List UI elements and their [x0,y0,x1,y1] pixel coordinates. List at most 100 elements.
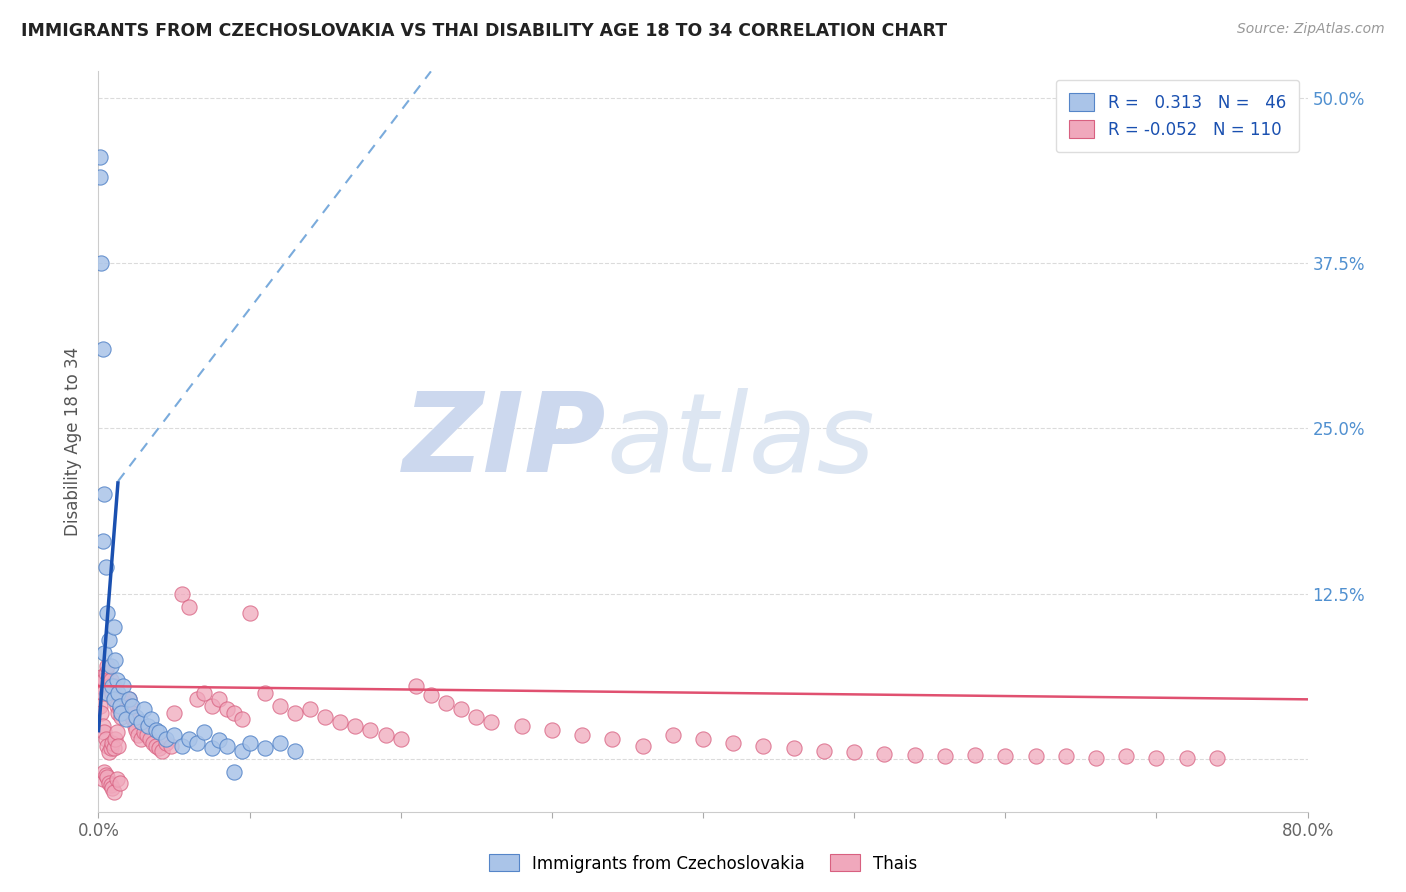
Point [101,686,124,700]
Point [103,679,125,693]
Point [231,712,253,726]
Point [450,701,472,715]
Point [1175,750,1198,764]
Point [269,698,291,713]
Point [179,599,201,614]
Point [91,342,114,356]
Point [93,673,115,687]
Point [994,749,1017,764]
Point [105,698,128,713]
Point [125,723,148,737]
Point [107,686,129,700]
Point [124,719,146,733]
Y-axis label: Disability Age 18 to 34: Disability Age 18 to 34 [65,347,83,536]
Point [103,785,125,799]
Point [94,560,117,574]
Point [434,696,457,710]
Point [1085,750,1108,764]
Point [374,728,396,742]
Point [118,692,141,706]
Point [510,719,533,733]
Point [91,719,114,733]
Point [96,770,118,784]
Point [1206,750,1229,764]
Point [90,256,112,270]
Point [91,772,114,786]
Point [571,728,593,742]
Point [965,747,987,762]
Point [239,607,262,621]
Point [98,745,121,759]
Point [193,725,215,739]
Point [94,731,117,746]
Point [103,741,125,756]
Point [299,701,322,715]
Point [145,739,167,753]
Point [201,698,224,713]
Point [224,765,246,780]
Point [98,775,121,789]
Point [90,670,112,684]
Point [100,741,122,756]
Point [1115,749,1137,764]
Point [420,689,443,703]
Point [215,701,238,715]
Point [89,679,111,693]
Point [127,728,149,742]
Point [329,714,352,729]
Point [208,692,231,706]
Text: Source: ZipAtlas.com: Source: ZipAtlas.com [1237,22,1385,37]
Point [179,731,201,746]
Point [540,723,562,737]
Point [215,739,238,753]
Point [631,739,654,753]
Point [136,719,159,733]
Point [93,646,115,660]
Point [1024,749,1046,764]
Point [389,731,412,746]
Point [208,733,231,747]
Point [465,709,488,723]
Point [89,170,111,185]
Point [121,698,143,713]
Point [93,487,115,501]
Point [96,607,118,621]
Point [112,696,135,710]
Point [253,741,276,756]
Point [602,731,624,746]
Point [100,778,122,792]
Point [114,701,136,715]
Point [105,673,128,687]
Point [141,712,163,726]
Point [723,736,745,750]
Point [224,706,246,720]
Point [89,698,111,713]
Point [170,586,193,600]
Point [108,701,131,715]
Point [284,706,307,720]
Point [129,731,152,746]
Point [904,747,927,762]
Point [94,767,117,781]
Point [91,533,114,548]
Point [139,731,162,746]
Point [661,728,683,742]
Point [360,723,382,737]
Point [110,709,132,723]
Point [160,739,183,753]
Point [813,744,835,758]
Point [91,686,114,700]
Point [98,632,121,647]
Point [163,728,186,742]
Point [155,731,177,746]
Point [107,739,129,753]
Point [129,714,152,729]
Text: IMMIGRANTS FROM CZECHOSLOVAKIA VS THAI DISABILITY AGE 18 TO 34 CORRELATION CHART: IMMIGRANTS FROM CZECHOSLOVAKIA VS THAI D… [21,22,948,40]
Point [170,739,193,753]
Point [186,736,208,750]
Text: atlas: atlas [606,388,875,495]
Point [105,725,128,739]
Point [101,736,124,750]
Point [118,692,141,706]
Point [155,736,177,750]
